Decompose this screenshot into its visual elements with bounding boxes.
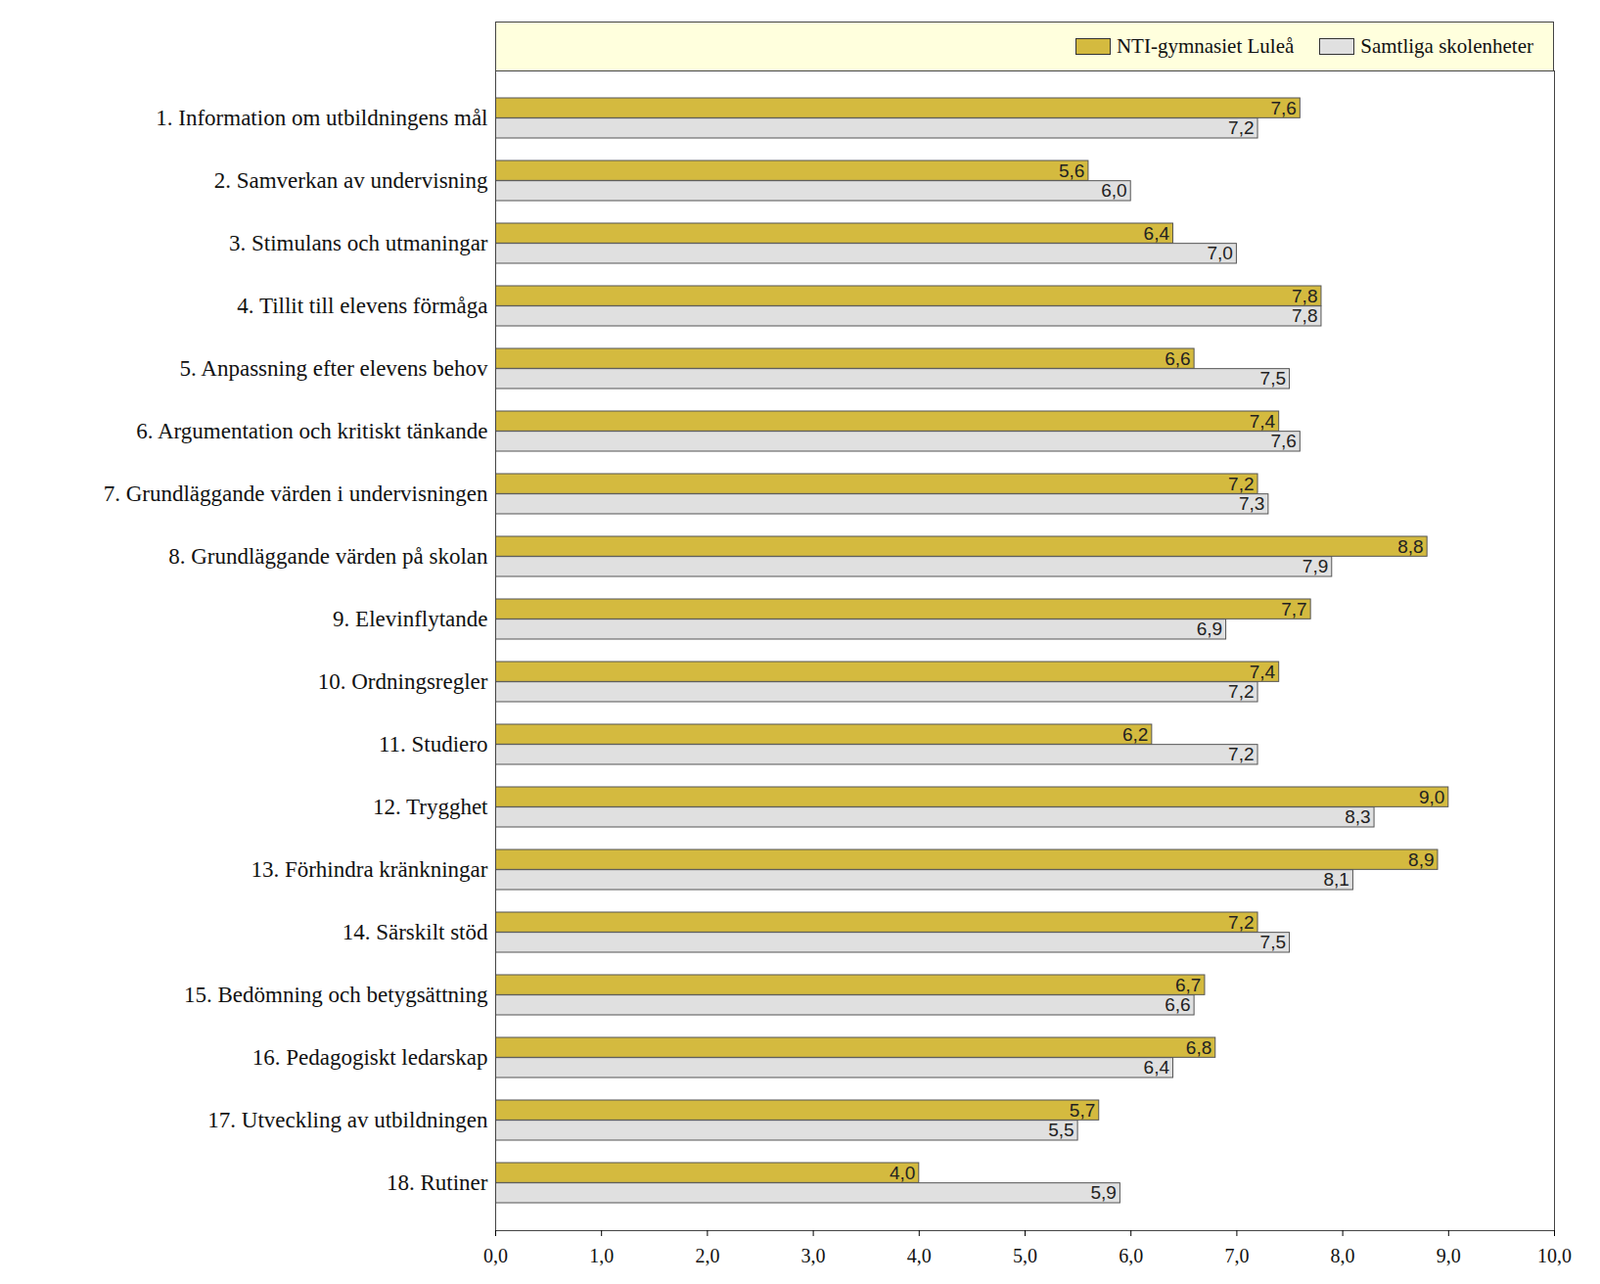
svg-text:7,5: 7,5 — [1260, 367, 1286, 389]
svg-text:7,8: 7,8 — [1291, 305, 1318, 326]
svg-text:7,2: 7,2 — [1228, 743, 1254, 765]
svg-text:1,0: 1,0 — [589, 1244, 614, 1267]
svg-text:6,0: 6,0 — [1118, 1244, 1143, 1267]
svg-text:3. Stimulans och utmaningar: 3. Stimulans och utmaningar — [228, 230, 489, 256]
svg-text:9,0: 9,0 — [1418, 786, 1445, 808]
svg-text:6,6: 6,6 — [1164, 994, 1190, 1015]
svg-text:7,8: 7,8 — [1291, 285, 1318, 307]
svg-text:2,0: 2,0 — [694, 1244, 720, 1267]
svg-text:7,0: 7,0 — [1224, 1244, 1249, 1267]
svg-text:5,0: 5,0 — [1012, 1244, 1038, 1267]
svg-text:6,8: 6,8 — [1186, 1037, 1212, 1058]
svg-text:7,9: 7,9 — [1302, 555, 1328, 577]
svg-text:8,8: 8,8 — [1397, 536, 1423, 557]
svg-text:6,4: 6,4 — [1143, 1056, 1171, 1078]
svg-text:0,0: 0,0 — [483, 1244, 508, 1267]
svg-text:7,6: 7,6 — [1270, 97, 1296, 119]
svg-text:9,0: 9,0 — [1436, 1244, 1462, 1267]
svg-text:1. Information om utbildningen: 1. Information om utbildningens mål — [155, 105, 488, 131]
svg-text:5,6: 5,6 — [1058, 160, 1085, 182]
svg-text:15. Bedömning och betygsättnin: 15. Bedömning och betygsättning — [183, 982, 489, 1007]
svg-text:12. Trygghet: 12. Trygghet — [372, 794, 489, 820]
svg-text:3,0: 3,0 — [801, 1244, 826, 1267]
svg-text:6,7: 6,7 — [1175, 974, 1201, 996]
svg-text:11. Studiero: 11. Studiero — [378, 731, 489, 757]
svg-text:8,3: 8,3 — [1344, 806, 1371, 827]
svg-text:8,1: 8,1 — [1323, 868, 1349, 890]
svg-text:7,2: 7,2 — [1228, 681, 1254, 702]
svg-text:7,0: 7,0 — [1206, 242, 1233, 264]
svg-text:10. Ordningsregler: 10. Ordningsregler — [318, 669, 489, 694]
svg-text:7,7: 7,7 — [1280, 598, 1307, 620]
svg-text:8. Grundläggande värden på sko: 8. Grundläggande värden på skolan — [168, 544, 489, 569]
html-text:NTI-gymnasiet Luleå: NTI-gymnasiet Luleå — [1116, 34, 1294, 58]
svg-text:17. Utveckling av utbildningen: 17. Utveckling av utbildningen — [207, 1107, 489, 1133]
svg-text:7,2: 7,2 — [1228, 473, 1254, 495]
svg-text:13. Förhindra kränkningar: 13. Förhindra kränkningar — [250, 857, 488, 882]
svg-text:4,0: 4,0 — [889, 1162, 915, 1184]
svg-text:6,4: 6,4 — [1143, 223, 1171, 244]
svg-text:7,5: 7,5 — [1260, 931, 1286, 953]
svg-text:6,2: 6,2 — [1122, 724, 1148, 745]
svg-text:6,6: 6,6 — [1164, 348, 1190, 369]
svg-text:14. Särskilt stöd: 14. Särskilt stöd — [342, 919, 489, 945]
svg-text:5. Anpassning efter elevens be: 5. Anpassning efter elevens behov — [180, 356, 489, 381]
svg-text:16. Pedagogiskt ledarskap: 16. Pedagogiskt ledarskap — [252, 1045, 489, 1070]
svg-text:9. Elevinflytande: 9. Elevinflytande — [332, 606, 488, 632]
html-text:Samtliga skolenheter: Samtliga skolenheter — [1360, 34, 1534, 58]
svg-text:7,4: 7,4 — [1249, 661, 1277, 683]
svg-text:10,0: 10,0 — [1537, 1244, 1572, 1267]
svg-text:4,0: 4,0 — [907, 1244, 932, 1267]
svg-text:7. Grundläggande värden i unde: 7. Grundläggande värden i undervisningen — [103, 481, 489, 506]
svg-text:7,4: 7,4 — [1249, 411, 1277, 432]
svg-text:5,5: 5,5 — [1048, 1119, 1074, 1141]
svg-text:7,2: 7,2 — [1228, 912, 1254, 933]
svg-text:8,9: 8,9 — [1408, 849, 1434, 870]
svg-text:4. Tillit till elevens förmåga: 4. Tillit till elevens förmåga — [236, 293, 488, 319]
svg-text:7,2: 7,2 — [1228, 117, 1254, 138]
svg-text:5,7: 5,7 — [1069, 1099, 1096, 1121]
svg-text:7,3: 7,3 — [1238, 493, 1265, 514]
svg-text:18. Rutiner: 18. Rutiner — [386, 1170, 489, 1195]
svg-text:6,0: 6,0 — [1100, 180, 1127, 201]
svg-text:6. Argumentation och kritiskt: 6. Argumentation och kritiskt tänkande — [136, 418, 488, 444]
svg-text:6,9: 6,9 — [1196, 618, 1223, 640]
svg-text:7,6: 7,6 — [1270, 430, 1296, 452]
svg-text:8,0: 8,0 — [1330, 1244, 1356, 1267]
svg-text:2. Samverkan av undervisning: 2. Samverkan av undervisning — [214, 168, 489, 193]
svg-text:5,9: 5,9 — [1090, 1182, 1116, 1203]
